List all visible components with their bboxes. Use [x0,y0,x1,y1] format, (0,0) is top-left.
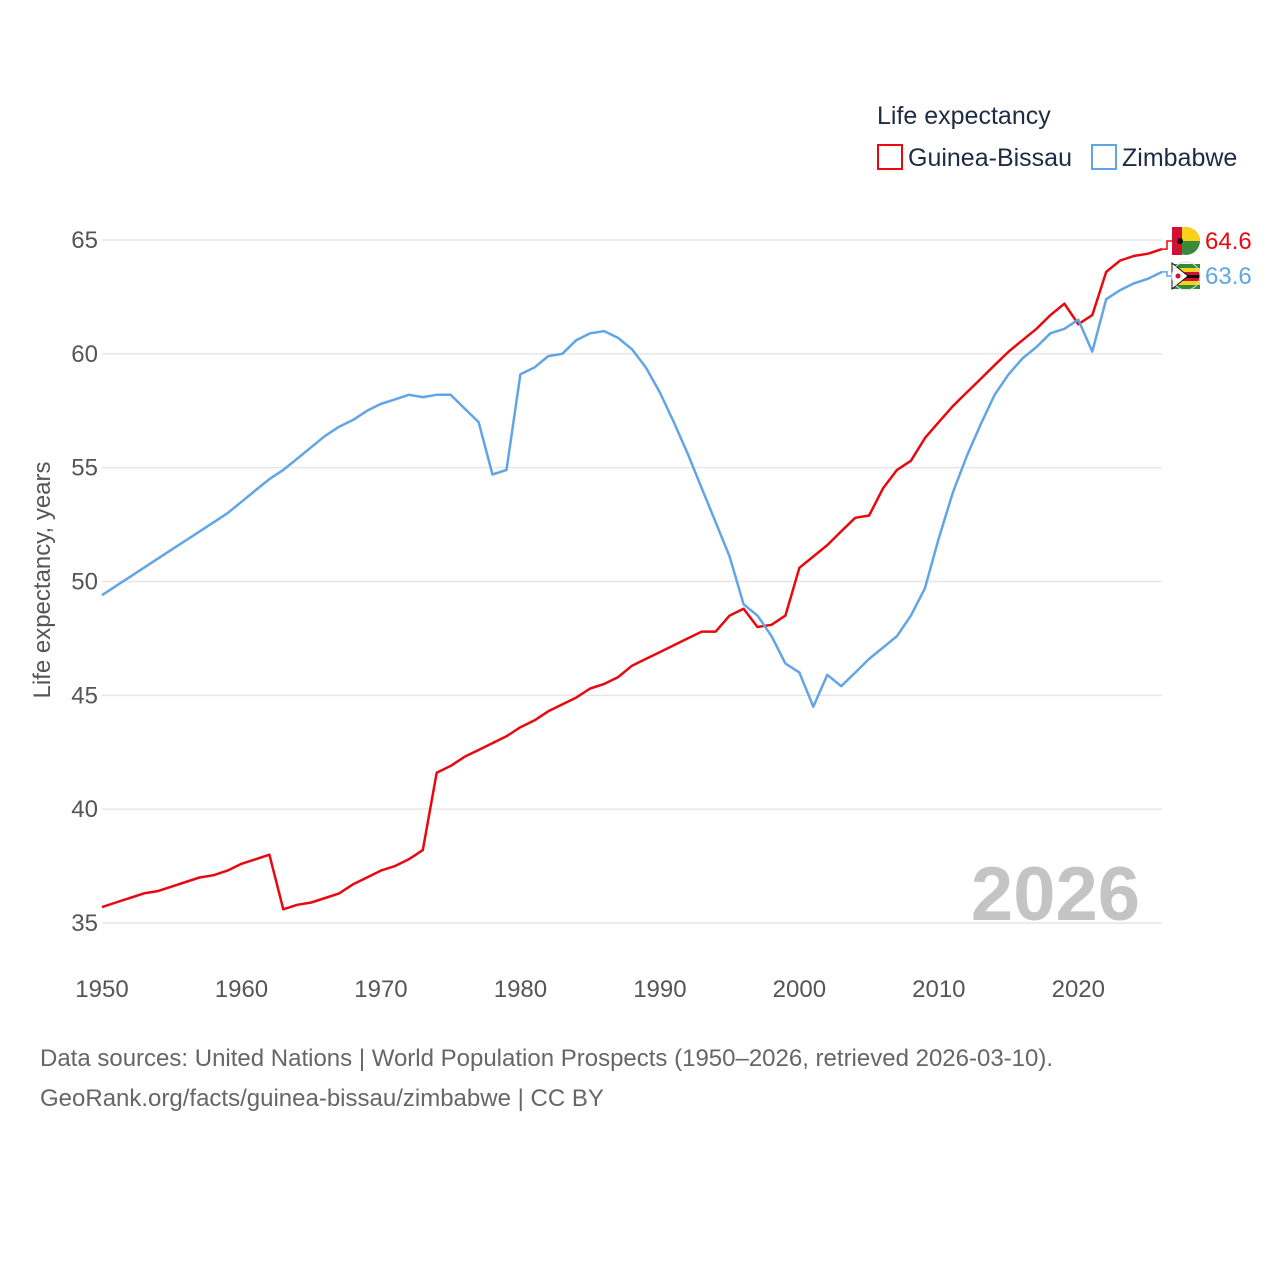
y-tick-label-50: 50 [71,569,98,596]
x-tick-label-1980: 1980 [494,976,547,1003]
y-tick-label-35: 35 [71,910,98,937]
legend-swatch-zimbabwe [1091,144,1117,170]
y-tick-label-65: 65 [71,227,98,254]
legend-label-guinea-bissau: Guinea-Bissau [908,144,1072,172]
end-markers: 64.6 63.6 [1162,227,1252,291]
x-tick-label-1960: 1960 [215,976,268,1003]
series-lines [101,247,1163,911]
year-watermark: 2026 [971,852,1140,937]
legend-items: Guinea-Bissau Zimbabwe [877,144,1237,172]
x-tick-label-2000: 2000 [773,976,826,1003]
y-tick-label-55: 55 [71,455,98,482]
x-tick-label-1950: 1950 [75,976,128,1003]
data-sources-text: Data sources: United Nations | World Pop… [40,1045,1054,1072]
y-tick-label-45: 45 [71,682,98,709]
flag-guinea-bissau-icon [1172,227,1200,255]
series-line-guinea-bissau [101,247,1163,911]
x-axis: 1950 1960 1970 1980 1990 2000 2010 2020 [75,976,1105,1003]
flag-zimbabwe-icon [1171,261,1201,291]
legend-swatch-guinea-bissau [877,144,903,170]
end-value-label-guinea-bissau: 64.6 [1205,228,1252,255]
line-chart: 35 40 45 50 55 60 65 1950 1960 1970 1980 1990 2000 2… [29,102,1252,1003]
y-tick-label-60: 60 [71,341,98,368]
legend: Life expectancy Guinea-Bissau Zimbabwe [877,102,1237,172]
legend-title: Life expectancy [877,102,1051,130]
x-tick-label-2020: 2020 [1052,976,1105,1003]
x-tick-label-1970: 1970 [354,976,407,1003]
x-tick-label-2010: 2010 [912,976,965,1003]
attribution-text: GeoRank.org/facts/guinea-bissau/zimbabwe… [40,1085,604,1112]
legend-label-zimbabwe: Zimbabwe [1122,144,1237,172]
y-axis-title: Life expectancy, years [29,461,56,698]
x-tick-label-1990: 1990 [633,976,686,1003]
series-line-zimbabwe [101,270,1163,708]
y-axis: 35 40 45 50 55 60 65 [71,227,98,937]
end-value-label-zimbabwe: 63.6 [1205,263,1252,290]
grid-lines [102,239,1162,924]
y-tick-label-40: 40 [71,796,98,823]
end-connector-guinea-bissau [1162,240,1172,250]
end-connector-zimbabwe [1162,271,1172,277]
